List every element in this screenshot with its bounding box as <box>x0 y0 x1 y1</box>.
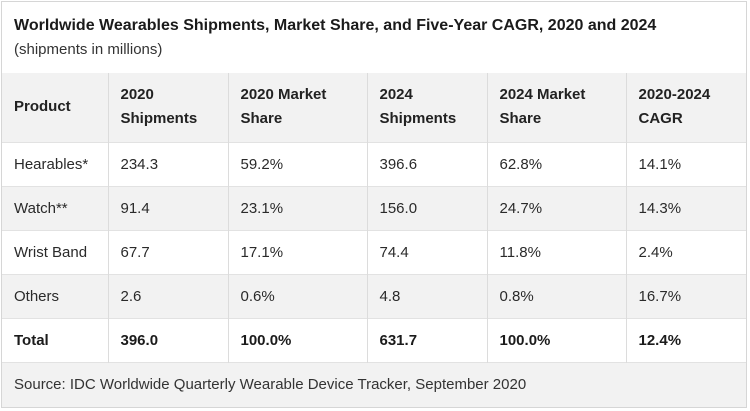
cell-2020-shipments: 2.6 <box>107 273 228 318</box>
table-subtitle: (shipments in millions) <box>14 41 163 58</box>
table-header: Worldwide Wearables Shipments, Market Sh… <box>2 2 746 73</box>
source-row: Source: IDC Worldwide Quarterly Wearable… <box>2 361 746 407</box>
cell-2024-shipments: 4.8 <box>366 273 487 318</box>
table-row: Hearables* 234.3 59.2% 396.6 62.8% 14.1% <box>2 141 746 186</box>
table-head-row: Product 2020 Shipments 2020 Market Share… <box>2 73 746 142</box>
table-row: Wrist Band 67.7 17.1% 74.4 11.8% 2.4% <box>2 229 746 274</box>
cell-total-cagr: 12.4% <box>625 317 746 362</box>
column-header-2024-shipments: 2024 Shipments <box>366 73 487 142</box>
cell-2024-shipments: 74.4 <box>366 229 487 274</box>
cell-cagr: 14.3% <box>625 185 746 230</box>
table-row: Watch** 91.4 23.1% 156.0 24.7% 14.3% <box>2 185 746 230</box>
cell-cagr: 14.1% <box>625 141 746 186</box>
source-note: Source: IDC Worldwide Quarterly Wearable… <box>2 361 746 407</box>
cell-2020-share: 23.1% <box>227 185 367 230</box>
column-header-2020-shipments: 2020 Shipments <box>107 73 228 142</box>
table-title: Worldwide Wearables Shipments, Market Sh… <box>14 17 657 34</box>
cell-cagr: 16.7% <box>625 273 746 318</box>
table-total-row: Total 396.0 100.0% 631.7 100.0% 12.4% <box>2 317 746 362</box>
cell-product: Hearables* <box>2 141 108 186</box>
column-header-2020-market-share: 2020 Market Share <box>227 73 367 142</box>
cell-total-label: Total <box>2 317 108 362</box>
cell-total-2024-share: 100.0% <box>486 317 626 362</box>
cell-2020-share: 59.2% <box>227 141 367 186</box>
cell-total-2020-share: 100.0% <box>227 317 367 362</box>
cell-product: Watch** <box>2 185 108 230</box>
column-header-product: Product <box>14 98 71 116</box>
cell-2024-share: 24.7% <box>486 185 626 230</box>
column-header-2024-market-share: 2024 Market Share <box>486 73 626 142</box>
cell-2020-shipments: 91.4 <box>107 185 228 230</box>
cell-total-2024-shipments: 631.7 <box>366 317 487 362</box>
cell-product: Wrist Band <box>2 229 108 274</box>
cell-product: Others <box>2 273 108 318</box>
cell-2020-share: 17.1% <box>227 229 367 274</box>
cell-2024-share: 0.8% <box>486 273 626 318</box>
wearables-table: Product 2020 Shipments 2020 Market Share… <box>2 73 746 407</box>
cell-2020-shipments: 234.3 <box>107 141 228 186</box>
cell-2020-share: 0.6% <box>227 273 367 318</box>
cell-2024-share: 62.8% <box>486 141 626 186</box>
cell-cagr: 2.4% <box>625 229 746 274</box>
cell-2020-shipments: 67.7 <box>107 229 228 274</box>
cell-2024-share: 11.8% <box>486 229 626 274</box>
cell-2024-shipments: 156.0 <box>366 185 487 230</box>
cell-2024-shipments: 396.6 <box>366 141 487 186</box>
column-header-cagr: 2020-2024 CAGR <box>625 73 746 142</box>
table-row: Others 2.6 0.6% 4.8 0.8% 16.7% <box>2 273 746 318</box>
cell-total-2020-shipments: 396.0 <box>107 317 228 362</box>
